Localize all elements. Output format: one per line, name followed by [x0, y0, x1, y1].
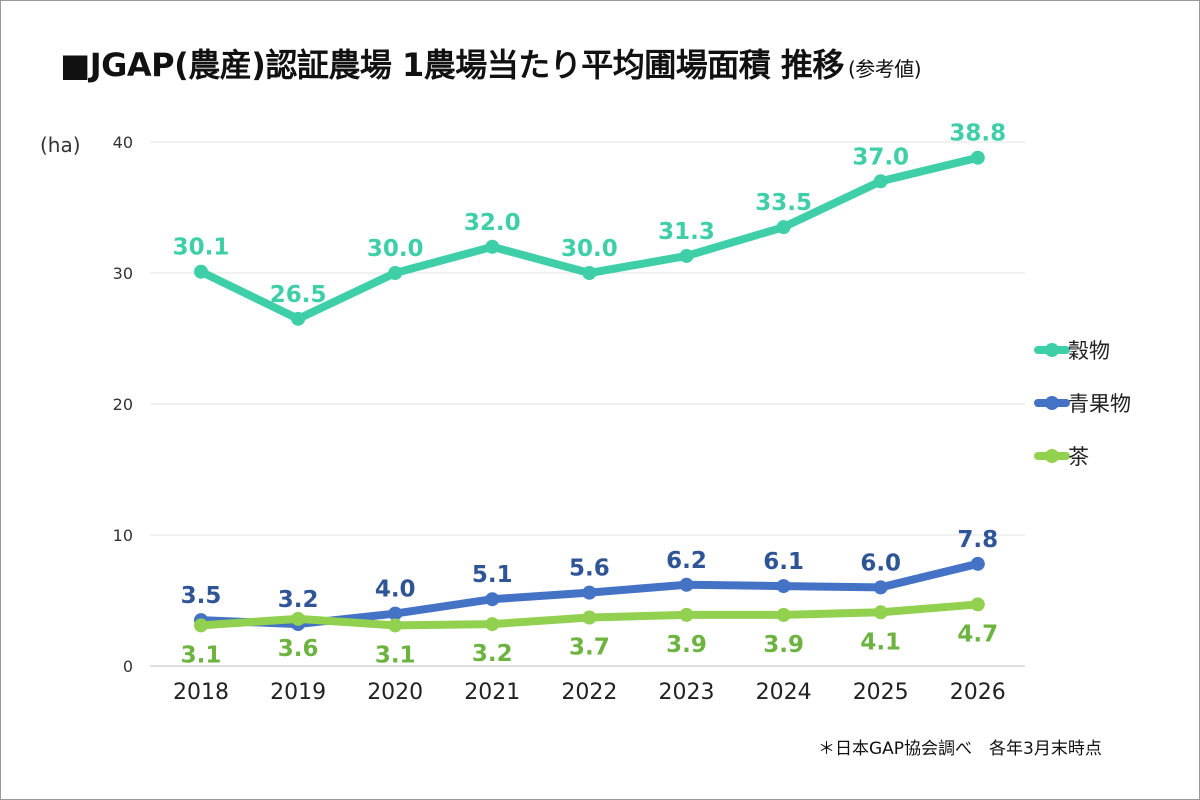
data-label: 37.0 [852, 144, 909, 170]
data-label: 5.6 [569, 556, 610, 582]
data-point [873, 605, 888, 620]
data-label: 33.5 [755, 190, 812, 216]
chart-title-suffix: (参考値) [847, 57, 922, 81]
data-point [873, 174, 888, 189]
y-tick-label: 30 [113, 264, 133, 283]
data-label: 38.8 [949, 121, 1006, 147]
data-label: 3.2 [278, 587, 319, 613]
data-point [776, 579, 791, 594]
legend-label: 穀物 [1068, 339, 1110, 363]
source-footnote: ＊日本GAP協会調べ 各年3月末時点 [818, 739, 1102, 759]
y-tick-label: 10 [113, 526, 133, 545]
legend-label: 青果物 [1068, 392, 1131, 416]
y-tick-label: 40 [113, 133, 133, 152]
x-tick-label: 2023 [659, 680, 715, 705]
data-point [291, 611, 306, 626]
data-label: 3.7 [569, 635, 610, 661]
data-label: 3.9 [666, 632, 707, 658]
y-axis-unit-label: (ha) [40, 133, 81, 157]
data-label: 32.0 [464, 210, 521, 236]
data-label: 3.2 [472, 641, 513, 667]
data-label: 3.5 [181, 583, 222, 609]
chart-title: ■JGAP(農産)認証農場 1農場当たり平均圃場面積 推移 (参考値) [60, 40, 922, 86]
data-label: 5.1 [472, 562, 513, 588]
data-label: 4.1 [860, 629, 901, 655]
data-label: 30.0 [367, 236, 424, 262]
x-tick-label: 2026 [950, 680, 1006, 705]
data-point [970, 597, 985, 612]
data-point [970, 556, 985, 571]
data-label: 31.3 [658, 219, 715, 245]
data-point [776, 220, 791, 235]
x-tick-label: 2025 [853, 680, 909, 705]
data-point [679, 577, 694, 592]
data-point [194, 264, 208, 279]
data-point [873, 580, 888, 595]
data-label: 6.0 [860, 550, 901, 576]
data-point [679, 607, 694, 622]
data-point [582, 585, 597, 600]
data-point [582, 266, 597, 280]
data-point [388, 606, 403, 621]
data-label: 6.2 [666, 548, 707, 574]
y-tick-label: 20 [113, 395, 133, 414]
data-point [194, 618, 208, 633]
data-label: 30.1 [173, 235, 230, 261]
x-tick-label: 2020 [367, 680, 423, 705]
x-tick-label: 2018 [173, 680, 229, 705]
data-label: 30.0 [561, 236, 618, 262]
data-label: 26.5 [270, 282, 327, 308]
data-label: 4.7 [957, 621, 998, 647]
data-point [679, 248, 694, 263]
y-tick-label: 0 [123, 657, 133, 676]
data-point [291, 311, 306, 326]
data-point [485, 617, 500, 632]
legend-swatch-marker [1045, 343, 1059, 357]
data-point [582, 610, 597, 625]
data-point [485, 592, 500, 607]
data-point [388, 266, 403, 280]
data-label: 6.1 [763, 549, 804, 575]
data-label: 3.6 [278, 636, 319, 662]
data-point [776, 607, 791, 622]
data-label: 4.0 [375, 577, 416, 603]
chart-title-main: ■JGAP(農産)認証農場 1農場当たり平均圃場面積 推移 [60, 46, 844, 84]
legend-label: 茶 [1068, 445, 1089, 469]
legend-swatch-marker [1045, 449, 1059, 463]
data-point [485, 239, 500, 254]
x-tick-label: 2024 [756, 680, 812, 705]
data-label: 7.8 [957, 527, 998, 553]
x-tick-label: 2019 [270, 680, 326, 705]
legend-swatch-marker [1045, 396, 1059, 410]
data-label: 3.9 [763, 632, 804, 658]
data-point [970, 150, 985, 165]
data-label: 3.1 [181, 642, 222, 668]
x-tick-label: 2022 [561, 680, 617, 705]
data-label: 3.1 [375, 642, 416, 668]
x-tick-label: 2021 [464, 680, 520, 705]
data-point [388, 618, 403, 633]
